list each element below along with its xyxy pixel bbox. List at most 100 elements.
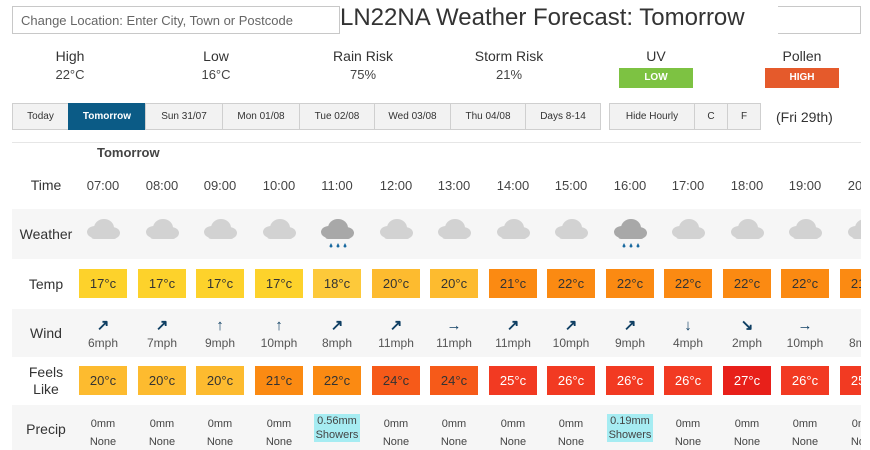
wind-cell: ↑ 9mph <box>191 318 249 352</box>
wind-cell: ↗ 7mph <box>133 318 191 352</box>
feels-like-row-label: Feels Like <box>12 364 80 398</box>
temp-value: 22°c <box>723 269 771 298</box>
high-value: 22°C <box>55 67 85 82</box>
feels-like-value: 26°c <box>781 366 829 395</box>
feels-label-line1: Feels <box>28 364 64 380</box>
search-box-extension[interactable] <box>778 6 861 34</box>
low-label: Low <box>203 48 229 64</box>
location-search-input[interactable] <box>12 6 340 34</box>
tab-sun[interactable]: Sun 31/07 <box>145 103 223 130</box>
time-cell: 07:00 <box>86 178 120 193</box>
temp-value: 22°c <box>781 269 829 298</box>
tab-tue[interactable]: Tue 02/08 <box>299 103 375 130</box>
temp-value: 22°c <box>606 269 654 298</box>
cloud-icon <box>74 217 132 256</box>
wind-cell: ↗ 9mph <box>601 318 659 352</box>
wind-speed: 9mph <box>204 336 236 350</box>
temp-cell: 22°c <box>776 269 834 298</box>
wind-direction-icon: → <box>797 317 813 334</box>
wind-direction-icon: ↗ <box>155 317 169 334</box>
wind-speed: 2mph <box>731 336 763 350</box>
precip-row-label: Precip <box>26 421 66 437</box>
hourly-forecast-table: Tomorrow Time 07:00 08:00 09:00 10:00 11:00 1… <box>12 142 861 450</box>
wind-cell: ↗ 10mph <box>542 318 600 352</box>
fahrenheit-button[interactable]: F <box>727 103 761 130</box>
feels-like-cell: 26°c <box>659 366 717 395</box>
feels-like-cell: 26°c <box>776 366 834 395</box>
time-cell: 08:00 <box>145 178 179 193</box>
feels-like-cell: 20°c <box>133 366 191 395</box>
temp-cell: 17°c <box>191 269 249 298</box>
hide-hourly-button[interactable]: Hide Hourly <box>609 103 695 130</box>
temp-cell: 17°c <box>74 269 132 298</box>
time-cell: 15:00 <box>554 178 588 193</box>
tab-today[interactable]: Today <box>12 103 69 130</box>
feels-label-line2: Like <box>33 381 59 397</box>
temp-cell: 20°c <box>367 269 425 298</box>
tab-days-8-14[interactable]: Days 8-14 <box>525 103 601 130</box>
precip-cell: 0.56mm Showers <box>308 414 366 443</box>
feels-like-value: 27°c <box>723 366 771 395</box>
tab-tomorrow[interactable]: Tomorrow <box>68 103 146 130</box>
temp-value: 21°c <box>840 269 861 298</box>
weather-row: Weather <box>12 209 861 259</box>
temp-cell: 22°c <box>718 269 776 298</box>
low-value: 16°C <box>201 67 231 82</box>
feels-like-cell: 25°c <box>484 366 542 395</box>
feels-like-cell: 25°c <box>835 366 861 395</box>
temp-value: 17°c <box>79 269 127 298</box>
wind-direction-icon: ↗ <box>330 317 344 334</box>
precip-cell: 0.19mm Showers <box>601 414 659 443</box>
time-cell: 17:00 <box>671 178 705 193</box>
wind-cell: → 10mph <box>776 318 834 352</box>
wind-direction-icon: ↗ <box>389 317 403 334</box>
summary-pollen: Pollen HIGH <box>763 48 841 88</box>
storm-risk-label: Storm Risk <box>474 48 544 64</box>
feels-like-value: 22°c <box>313 366 361 395</box>
time-cell: 16:00 <box>613 178 647 193</box>
wind-direction-icon: ↑ <box>216 317 224 334</box>
feels-like-value: 24°c <box>372 366 420 395</box>
time-row-label: Time <box>30 177 62 193</box>
wind-cell: ↗ 11mph <box>484 318 542 352</box>
summary-storm-risk: Storm Risk 21% <box>464 48 554 82</box>
wind-cell: ↗ 8mph <box>308 318 366 352</box>
feels-like-value: 20°c <box>196 366 244 395</box>
temp-cell: 21°c <box>484 269 542 298</box>
time-cell: 13:00 <box>437 178 471 193</box>
wind-speed: 10mph <box>260 336 298 350</box>
wind-direction-icon: ↗ <box>506 317 520 334</box>
day-tabs: Today Tomorrow Sun 31/07 Mon 01/08 Tue 0… <box>12 103 601 130</box>
celsius-button[interactable]: C <box>694 103 728 130</box>
feels-like-cell: 22°c <box>308 366 366 395</box>
temp-value: 20°c <box>372 269 420 298</box>
summary-high: High 22°C <box>40 48 100 82</box>
temp-value: 18°c <box>313 269 361 298</box>
forecast-summary: High 22°C Low 16°C Rain Risk 75% Storm R… <box>0 48 870 88</box>
tab-mon[interactable]: Mon 01/08 <box>222 103 300 130</box>
summary-rain-risk: Rain Risk 75% <box>318 48 408 82</box>
feels-like-value: 26°c <box>547 366 595 395</box>
precip-row: Precip 0mm None 0mm None 0mm None 0mm None 0.56m… <box>12 405 861 450</box>
feels-like-value: 20°c <box>138 366 186 395</box>
tab-wed[interactable]: Wed 03/08 <box>374 103 451 130</box>
wind-speed: 4mph <box>672 336 704 350</box>
pollen-label: Pollen <box>782 48 822 64</box>
tab-thu[interactable]: Thu 04/08 <box>450 103 526 130</box>
feels-like-value: 20°c <box>79 366 127 395</box>
temp-cell: 18°c <box>308 269 366 298</box>
feels-like-cell: 20°c <box>74 366 132 395</box>
wind-speed: 10mph <box>786 336 824 350</box>
